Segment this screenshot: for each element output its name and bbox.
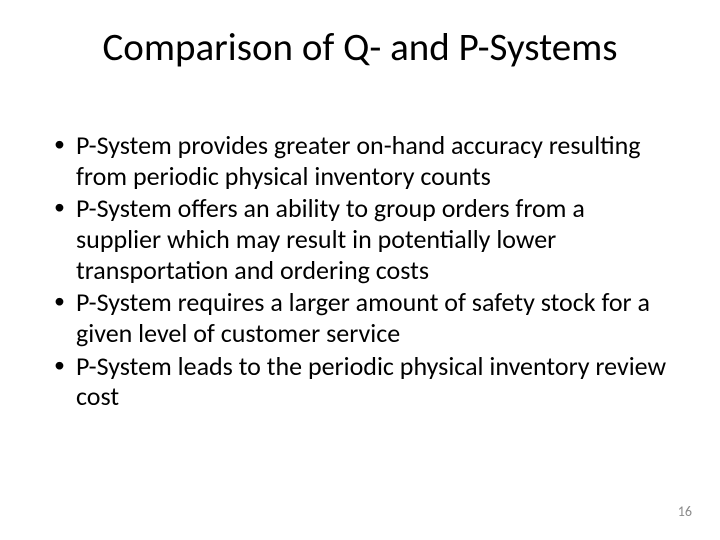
slide: Comparison of Q- and P-Systems P-System … xyxy=(0,0,720,540)
bullet-item: P-System requires a larger amount of saf… xyxy=(48,287,672,348)
slide-body: P-System provides greater on-hand accura… xyxy=(48,130,672,414)
bullet-item: P-System offers an ability to group orde… xyxy=(48,193,672,285)
bullet-list: P-System provides greater on-hand accura… xyxy=(48,130,672,412)
slide-title: Comparison of Q- and P-Systems xyxy=(0,24,720,71)
page-number: 16 xyxy=(678,503,692,520)
bullet-item: P-System provides greater on-hand accura… xyxy=(48,130,672,191)
bullet-item: P-System leads to the periodic physical … xyxy=(48,351,672,412)
